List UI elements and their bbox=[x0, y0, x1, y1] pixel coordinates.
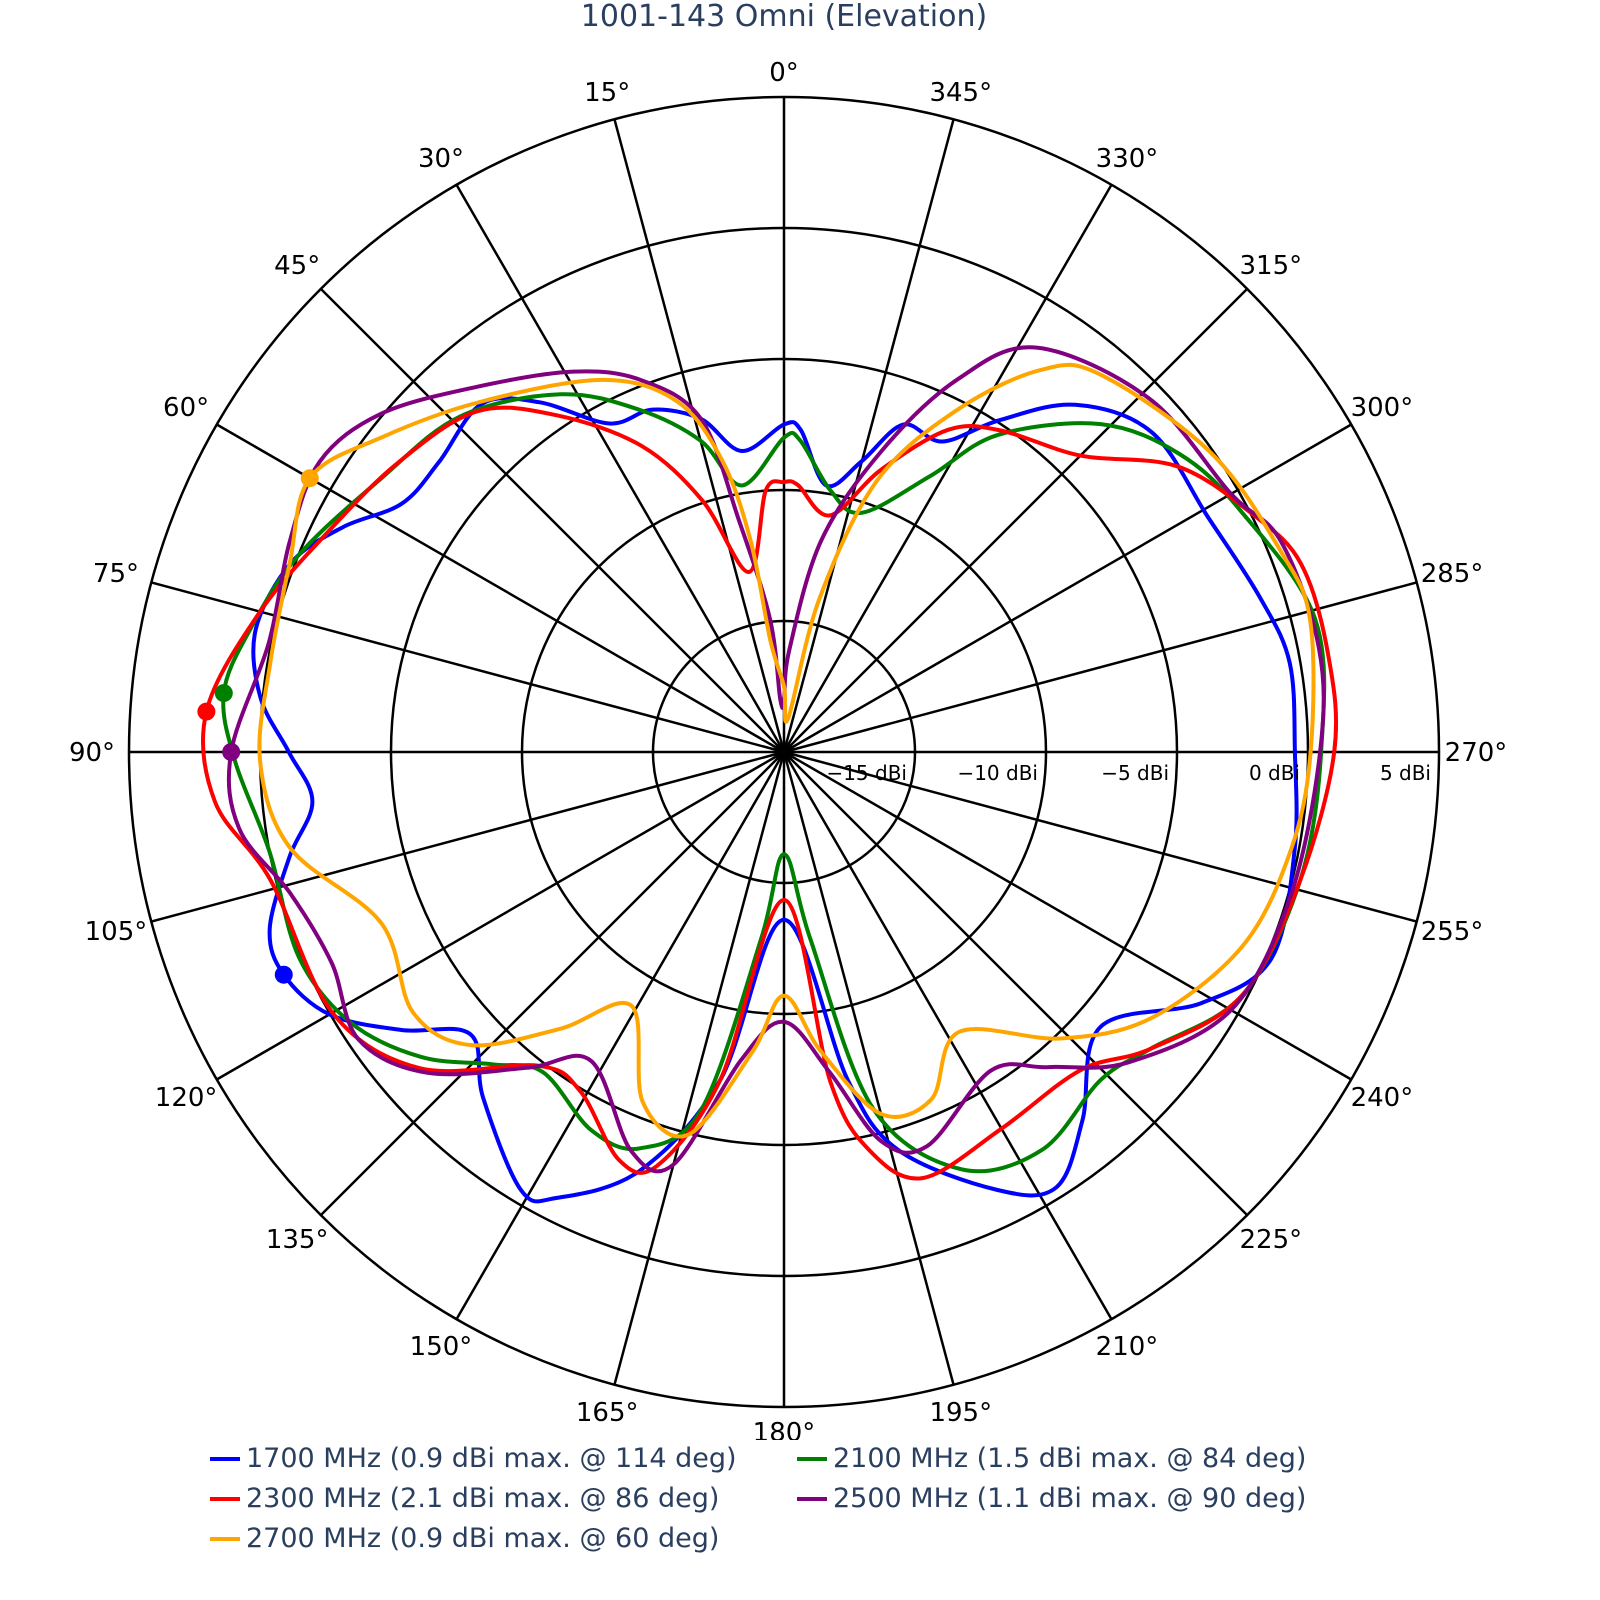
chart-title: 1001-143 Omni (Elevation) bbox=[581, 0, 987, 34]
angular-tick-label: 240° bbox=[1351, 1083, 1414, 1113]
max-marker-2 bbox=[197, 702, 216, 721]
legend-swatch bbox=[210, 1536, 240, 1541]
radial-tick-label: 5 dBi bbox=[1380, 761, 1431, 785]
legend-swatch bbox=[210, 1456, 240, 1461]
angular-grid-line bbox=[319, 751, 785, 1217]
legend-item[interactable]: 2700 MHz (0.9 dBi max. @ 60 deg) bbox=[210, 1523, 719, 1554]
angular-tick-label: 345° bbox=[929, 78, 992, 108]
angular-grid-line bbox=[319, 287, 785, 753]
angular-tick-label: 270° bbox=[1445, 738, 1508, 768]
angular-tick-label: 165° bbox=[576, 1398, 639, 1428]
legend-swatch bbox=[797, 1496, 827, 1501]
max-marker-0 bbox=[274, 965, 293, 984]
legend-item[interactable]: 2100 MHz (1.5 dBi max. @ 84 deg) bbox=[797, 1443, 1306, 1474]
angular-grid-line bbox=[455, 184, 786, 753]
angular-tick-label: 285° bbox=[1421, 559, 1484, 589]
angular-tick-label: 90° bbox=[69, 738, 115, 768]
angular-tick-label: 315° bbox=[1240, 251, 1303, 281]
angular-tick-label: 300° bbox=[1351, 393, 1414, 423]
legend-item[interactable]: 2300 MHz (2.1 dBi max. @ 86 deg) bbox=[210, 1483, 719, 1514]
max-marker-3 bbox=[222, 743, 241, 761]
angular-grid-line bbox=[613, 118, 786, 753]
angular-grid-line bbox=[455, 751, 786, 1320]
angular-tick-label: 120° bbox=[155, 1083, 218, 1113]
angular-grid-line bbox=[783, 750, 1352, 1081]
angular-grid-line bbox=[782, 751, 955, 1386]
angular-grid-line bbox=[216, 750, 785, 1081]
angular-tick-label: 30° bbox=[418, 144, 464, 174]
max-marker-1 bbox=[214, 684, 233, 703]
angular-grid-line bbox=[613, 751, 786, 1386]
angular-tick-label: 15° bbox=[584, 78, 630, 108]
angular-tick-label: 255° bbox=[1421, 917, 1484, 947]
angular-grid-line bbox=[783, 423, 1352, 754]
legend-swatch bbox=[210, 1496, 240, 1501]
angular-grid-line bbox=[782, 184, 1113, 753]
legend: 1700 MHz (0.9 dBi max. @ 114 deg) 2100 MH… bbox=[0, 1440, 1600, 1600]
angular-grid-line bbox=[783, 750, 1418, 923]
angular-tick-label: 105° bbox=[85, 917, 148, 947]
radial-tick-label: −5 dBi bbox=[1101, 761, 1169, 785]
angular-tick-label: 0° bbox=[769, 58, 799, 88]
angular-tick-label: 210° bbox=[1096, 1332, 1159, 1362]
radial-tick-label: 0 dBi bbox=[1249, 761, 1300, 785]
angular-grid-line bbox=[216, 423, 785, 754]
angular-tick-label: 330° bbox=[1096, 144, 1159, 174]
series-line-0 bbox=[251, 396, 1299, 1204]
angular-tick-label: 135° bbox=[266, 1225, 329, 1255]
max-marker-4 bbox=[300, 469, 319, 488]
angular-grid-line bbox=[783, 751, 1249, 1217]
series-line-1 bbox=[221, 392, 1327, 1174]
polar-grid bbox=[127, 95, 1441, 1409]
angular-tick-label: 225° bbox=[1240, 1225, 1303, 1255]
angular-grid-line bbox=[150, 750, 785, 923]
angular-tick-label: 150° bbox=[410, 1332, 473, 1362]
series-layer bbox=[197, 345, 1339, 1204]
legend-item[interactable]: 2500 MHz (1.1 dBi max. @ 90 deg) bbox=[797, 1483, 1306, 1514]
angular-tick-label: 195° bbox=[929, 1398, 992, 1428]
angular-grid-line bbox=[783, 287, 1249, 753]
legend-swatch bbox=[797, 1456, 827, 1461]
series-line-4 bbox=[257, 362, 1316, 1139]
radial-tick-label: −15 dBi bbox=[826, 761, 907, 785]
angular-grid-line bbox=[150, 581, 785, 754]
angular-tick-label: 45° bbox=[274, 251, 320, 281]
legend-label: 2500 MHz (1.1 dBi max. @ 90 deg) bbox=[833, 1483, 1307, 1514]
series-line-2 bbox=[200, 405, 1339, 1181]
angular-tick-label: 60° bbox=[163, 393, 209, 423]
legend-label: 2300 MHz (2.1 dBi max. @ 86 deg) bbox=[246, 1483, 720, 1514]
axis-labels: 0° 15° 30° 45° 60° 75° 90° 105° 120° 135° 150° 165°… bbox=[69, 58, 1507, 1448]
radial-tick-label: −10 dBi bbox=[957, 761, 1038, 785]
angular-grid-line bbox=[782, 118, 955, 753]
angular-tick-label: 75° bbox=[93, 559, 139, 589]
angular-grid-line bbox=[782, 751, 1113, 1320]
legend-label: 2100 MHz (1.5 dBi max. @ 84 deg) bbox=[833, 1443, 1307, 1474]
legend-label: 1700 MHz (0.9 dBi max. @ 114 deg) bbox=[246, 1443, 737, 1474]
legend-label: 2700 MHz (0.9 dBi max. @ 60 deg) bbox=[246, 1523, 720, 1554]
legend-item[interactable]: 1700 MHz (0.9 dBi max. @ 114 deg) bbox=[210, 1443, 737, 1474]
